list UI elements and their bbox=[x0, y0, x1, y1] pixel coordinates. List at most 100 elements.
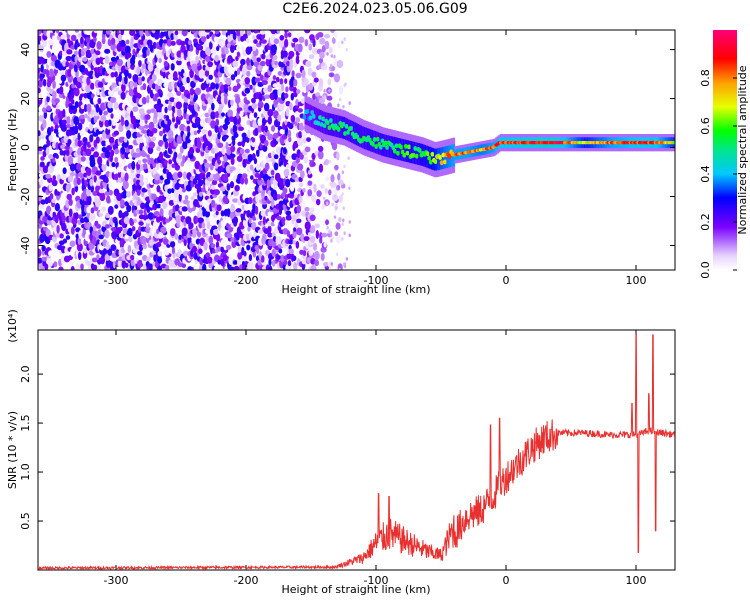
heatmap-noise-cell bbox=[284, 78, 288, 84]
heatmap-noise-cell bbox=[53, 128, 59, 134]
heatmap-noise-cell bbox=[291, 70, 295, 77]
heatmap-noise-cell bbox=[163, 39, 168, 44]
heatmap-trace-core bbox=[392, 148, 397, 154]
heatmap-noise-cell bbox=[296, 227, 303, 236]
heatmap-noise-cell bbox=[278, 38, 285, 48]
heatmap-noise-cell bbox=[82, 136, 88, 144]
heatmap-cells bbox=[38, 30, 675, 270]
heatmap-noise-cell bbox=[265, 264, 270, 270]
heatmap-noise-cell bbox=[302, 188, 306, 193]
heatmap-noise-cell bbox=[175, 242, 180, 249]
heatmap-noise-cell bbox=[93, 175, 97, 183]
heatmap-noise-cell bbox=[319, 97, 326, 104]
heatmap-noise-cell bbox=[279, 129, 285, 135]
heatmap-noise-cell bbox=[154, 67, 160, 73]
heatmap-noise-cell bbox=[60, 34, 67, 40]
heatmap-noise-cell bbox=[215, 233, 221, 242]
heatmap-noise-cell bbox=[204, 152, 209, 160]
heatmap-trace-core bbox=[310, 110, 315, 115]
heatmap-noise-cell bbox=[247, 197, 253, 205]
heatmap-noise-cell bbox=[97, 156, 103, 166]
heatmap-noise-cell bbox=[129, 30, 136, 37]
heatmap-noise-cell bbox=[210, 243, 216, 249]
heatmap-noise-cell bbox=[60, 123, 68, 132]
heatmap-noise-cell bbox=[55, 191, 61, 196]
heatmap-trace-core bbox=[414, 153, 419, 159]
heatmap-noise-cell bbox=[198, 191, 203, 197]
heatmap-noise-cell bbox=[246, 57, 250, 66]
heatmap-noise-cell bbox=[298, 131, 303, 139]
heatmap-noise-cell bbox=[224, 95, 228, 105]
heatmap-noise-cell bbox=[241, 132, 247, 139]
heatmap-noise-cell bbox=[227, 55, 233, 63]
heatmap-noise-cell bbox=[137, 159, 142, 165]
heatmap-noise-cell bbox=[173, 196, 179, 206]
heatmap-noise-cell bbox=[226, 208, 231, 218]
heatmap-noise-cell bbox=[130, 176, 135, 186]
heatmap-noise-cell bbox=[190, 30, 198, 34]
heatmap-noise-cell bbox=[309, 235, 316, 243]
heatmap-noise-cell bbox=[273, 226, 280, 234]
heatmap-noise-cell bbox=[234, 70, 238, 77]
heatmap-noise-cell bbox=[179, 85, 186, 93]
heatmap-noise-cell bbox=[254, 127, 259, 137]
heatmap-noise-cell bbox=[237, 251, 243, 260]
heatmap-noise-cell bbox=[139, 180, 145, 187]
heatmap-noise-cell bbox=[194, 103, 199, 112]
heatmap-noise-cell bbox=[95, 50, 101, 56]
heatmap-noise-cell bbox=[151, 73, 157, 82]
heatmap-noise-cell bbox=[183, 237, 187, 247]
heatmap-noise-cell bbox=[260, 39, 268, 44]
heatmap-noise-cell bbox=[68, 208, 73, 217]
heatmap-noise-cell bbox=[90, 147, 95, 152]
heatmap-trace-band bbox=[371, 129, 374, 153]
heatmap-noise-cell bbox=[85, 36, 91, 43]
heatmap-noise-cell bbox=[245, 37, 250, 44]
heatmap-noise-cell bbox=[141, 96, 147, 105]
heatmap-noise-cell bbox=[55, 30, 60, 34]
heatmap-noise-cell bbox=[214, 111, 220, 119]
heatmap-noise-cell bbox=[124, 172, 129, 182]
heatmap-noise-cell bbox=[56, 103, 60, 110]
heatmap-noise-cell bbox=[289, 183, 295, 192]
heatmap-noise-cell bbox=[80, 36, 84, 45]
heatmap-noise-cell bbox=[38, 203, 45, 210]
heatmap-noise-cell bbox=[91, 257, 98, 263]
heatmap-noise-cell bbox=[286, 60, 291, 67]
heatmap-noise-cell bbox=[61, 222, 67, 232]
heatmap-noise-cell bbox=[58, 50, 63, 56]
heatmap-noise-cell bbox=[290, 114, 296, 123]
heatmap-noise-cell bbox=[337, 179, 344, 186]
heatmap-trace-band bbox=[416, 142, 420, 165]
heatmap-noise-cell bbox=[216, 246, 222, 252]
heatmap-noise-cell bbox=[47, 57, 51, 66]
heatmap-noise-cell bbox=[46, 95, 50, 103]
heatmap-noise-cell bbox=[171, 246, 176, 255]
heatmap-noise-cell bbox=[285, 214, 292, 221]
heatmap-noise-cell bbox=[244, 77, 251, 85]
heatmap-noise-cell bbox=[96, 239, 101, 245]
heatmap-noise-cell bbox=[163, 160, 169, 166]
heatmap-noise-cell bbox=[85, 49, 92, 58]
heatmap-noise-cell bbox=[272, 89, 279, 96]
heatmap-noise-cell bbox=[70, 90, 75, 100]
heatmap-trace-core bbox=[396, 150, 401, 156]
heatmap-noise-cell bbox=[277, 114, 282, 122]
heatmap-noise-cell bbox=[188, 146, 195, 155]
heatmap-noise-cell bbox=[229, 44, 235, 54]
y-tick-label: 20 bbox=[19, 92, 32, 106]
heatmap-noise-cell bbox=[191, 245, 198, 253]
heatmap-noise-cell bbox=[294, 221, 299, 229]
heatmap-noise-cell bbox=[312, 38, 316, 48]
heatmap-noise-cell bbox=[130, 110, 134, 119]
heatmap-noise-cell bbox=[335, 252, 339, 257]
heatmap-noise-cell bbox=[197, 179, 204, 187]
heatmap-noise-cell bbox=[67, 68, 72, 78]
heatmap-noise-cell bbox=[95, 170, 102, 176]
heatmap-trace-band bbox=[441, 147, 445, 170]
heatmap-noise-cell bbox=[339, 85, 344, 95]
heatmap-noise-cell bbox=[310, 225, 316, 234]
heatmap-noise-cell bbox=[261, 79, 268, 86]
heatmap-noise-cell bbox=[274, 60, 278, 66]
heatmap-noise-cell bbox=[242, 255, 248, 262]
